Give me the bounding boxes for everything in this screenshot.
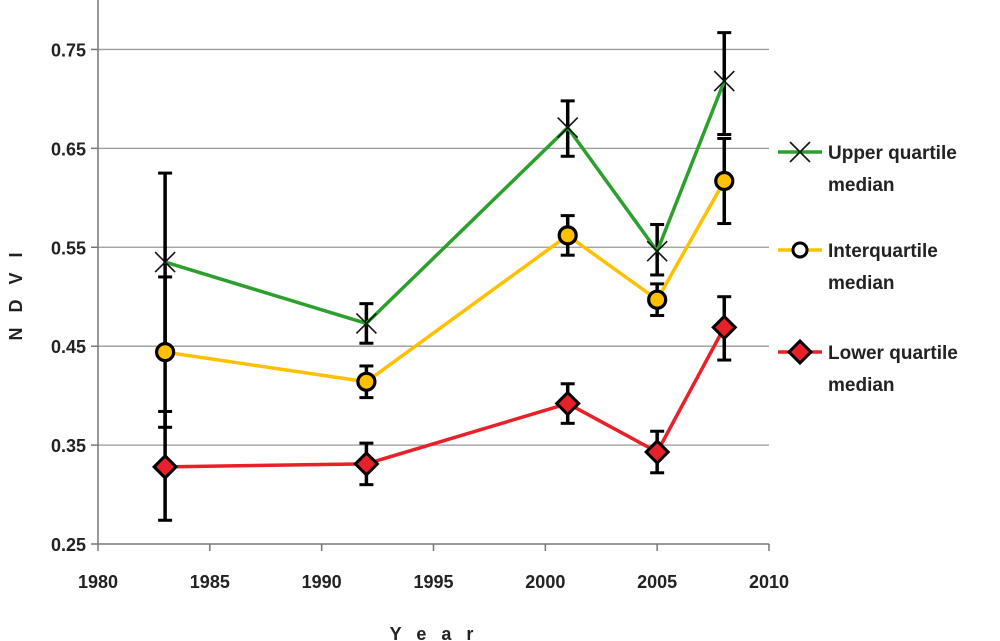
x-tick-label: 1990 — [302, 572, 342, 592]
legend-marker-circle — [791, 241, 809, 259]
x-marker-stroke — [646, 240, 668, 262]
y-tick-label: 0.55 — [51, 238, 86, 258]
y-tick-label: 0.25 — [51, 535, 86, 555]
series-line-diamond — [165, 326, 726, 469]
data-point-diamond — [644, 438, 671, 466]
legend-label: Interquartile — [828, 241, 938, 262]
series-markers — [151, 70, 738, 480]
legend-label: median — [828, 375, 895, 396]
legend-label: Lower quartile — [828, 343, 958, 364]
data-point-circle — [714, 170, 735, 192]
x-tick-label: 2005 — [637, 572, 677, 592]
legend-marker-x — [789, 141, 811, 163]
y-tick-label: 0.65 — [51, 139, 86, 159]
data-point-circle — [647, 289, 668, 310]
x-tick-label: 2000 — [525, 572, 565, 592]
data-point-circle — [155, 342, 176, 363]
data-point-x — [154, 251, 176, 273]
data-point-x — [557, 117, 579, 139]
gridlines — [98, 48, 769, 446]
axes — [91, 0, 770, 551]
x-tick-label: 2010 — [749, 572, 789, 592]
data-point-diamond — [554, 390, 581, 417]
data-point-diamond — [711, 314, 738, 341]
x-marker-stroke — [713, 70, 735, 92]
data-point-x — [355, 312, 377, 334]
data-point-circle — [356, 371, 377, 392]
y-tick-label: 0.35 — [51, 436, 86, 456]
y-tick-label: 0.45 — [51, 337, 86, 357]
legend-label: median — [828, 175, 895, 196]
tick-labels: 0.25 0.35 0.45 0.55 0.65 0.75 1980 1985 1990 1995… — [51, 40, 789, 592]
x-marker-stroke — [355, 312, 377, 334]
x-tick-label: 1985 — [190, 572, 230, 592]
legend: Upper quartile median Interquartile median L… — [778, 141, 958, 396]
series-lines — [164, 80, 726, 469]
data-point-circle — [557, 225, 578, 246]
x-marker-stroke — [154, 251, 176, 273]
legend-label: Upper quartile — [828, 143, 957, 164]
data-point-diamond — [353, 450, 380, 478]
data-point-x — [713, 70, 735, 92]
legend-marker-diamond — [786, 338, 814, 366]
x-tick-label: 1980 — [78, 572, 118, 592]
y-axis-title: N D V I — [6, 247, 26, 340]
x-axis-title: Y e a r — [390, 624, 479, 641]
data-point-x — [646, 240, 668, 262]
data-point-diamond — [151, 453, 179, 480]
x-marker-stroke — [557, 117, 579, 139]
x-tick-label: 1995 — [413, 572, 453, 592]
legend-label: median — [828, 273, 895, 294]
series-line-circle — [164, 180, 726, 384]
x-marker-stroke — [789, 141, 811, 163]
y-tick-label: 0.75 — [51, 40, 86, 60]
